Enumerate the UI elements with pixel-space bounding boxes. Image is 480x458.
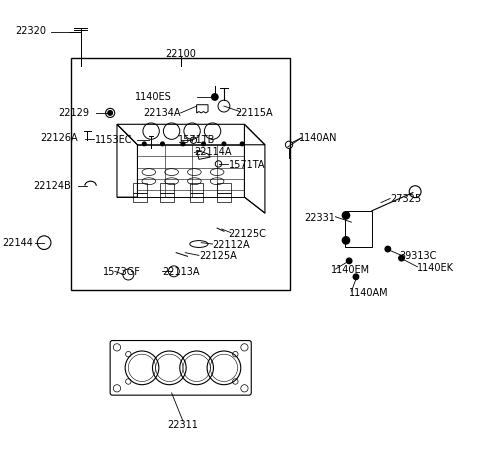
Text: 1153EC: 1153EC [96,135,133,145]
Text: 1573GF: 1573GF [103,267,141,277]
Text: 22125A: 22125A [199,251,237,262]
Bar [72,58,290,290]
Text: 1140EK: 1140EK [418,263,455,273]
Circle shape [181,142,185,146]
Text: 22114A: 22114A [194,147,232,157]
Bar [190,184,204,192]
Text: 22100: 22100 [165,49,196,59]
Circle shape [342,212,349,219]
Bar [160,184,174,192]
Bar [217,184,231,192]
Text: 22124B: 22124B [34,181,72,191]
Text: 1571TA: 1571TA [228,160,265,170]
Circle shape [108,111,112,115]
Bar [133,184,146,192]
Text: 1140AM: 1140AM [349,288,389,298]
Text: 22129: 22129 [59,108,90,118]
Circle shape [161,142,164,146]
Text: 22320: 22320 [15,26,47,36]
Text: 1140EM: 1140EM [331,265,370,275]
Bar [190,192,204,202]
Bar [160,192,174,202]
Circle shape [342,237,349,244]
Text: 22126A: 22126A [41,133,78,143]
Text: 22331: 22331 [305,213,336,223]
Text: 22134A: 22134A [143,108,180,118]
Text: 1571TB: 1571TB [179,135,216,145]
Text: 22144: 22144 [2,238,33,248]
Text: 22113A: 22113A [163,267,200,277]
Circle shape [399,256,404,261]
Text: 22115A: 22115A [235,108,273,118]
Text: 27325: 27325 [390,194,421,204]
Text: 22311: 22311 [168,420,198,430]
Text: 1140ES: 1140ES [135,92,171,102]
Circle shape [222,142,226,146]
Bar [217,192,231,202]
Circle shape [240,142,244,146]
Text: 1140AN: 1140AN [299,133,337,143]
Text: 39313C: 39313C [399,251,437,262]
Circle shape [143,142,146,146]
Text: 22125C: 22125C [228,229,266,239]
Circle shape [347,258,352,264]
Circle shape [353,274,359,279]
Circle shape [212,94,218,100]
Text: 22112A: 22112A [213,240,250,250]
Circle shape [202,142,205,146]
Bar [133,192,146,202]
Circle shape [385,246,391,252]
